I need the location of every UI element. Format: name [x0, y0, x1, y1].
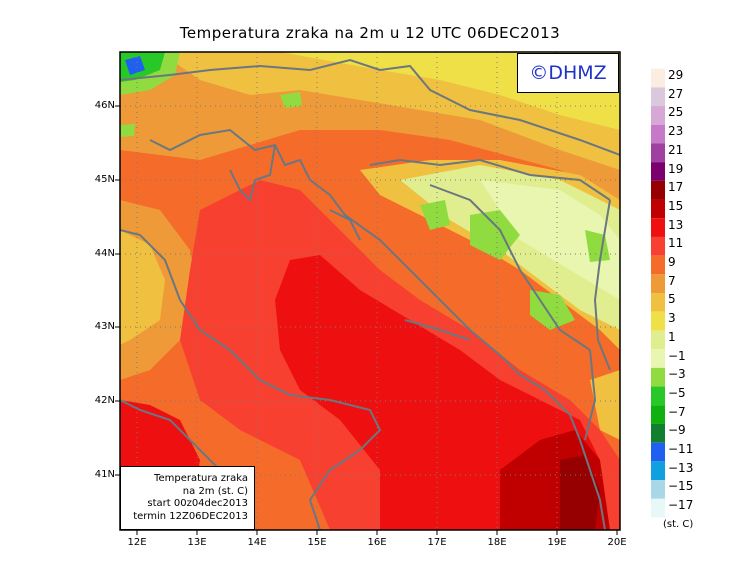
colorbar-label: −15	[668, 479, 694, 494]
dhmz-logo: ©DHMZ	[517, 53, 619, 93]
colorbar	[651, 68, 665, 518]
colorbar-swatch	[651, 68, 665, 88]
lat-label: 44N	[94, 248, 115, 259]
info-box: Temperatura zraka na 2m (st. C) start 00…	[120, 466, 255, 530]
info-line: Temperatura zraka	[154, 473, 248, 484]
graticule	[120, 52, 620, 530]
colorbar-label: 21	[668, 142, 684, 157]
lon-label: 14E	[247, 537, 267, 548]
lat-label: 45N	[94, 174, 115, 185]
axis-ticks	[115, 105, 618, 535]
lat-label: 43N	[94, 321, 115, 332]
colorbar-swatch	[651, 180, 665, 200]
colorbar-label: 3	[668, 311, 676, 326]
colorbar-label: 27	[668, 86, 684, 101]
lon-label: 16E	[367, 537, 387, 548]
colorbar-swatch	[651, 405, 665, 424]
colorbar-label: 1	[668, 329, 676, 344]
colorbar-swatch	[651, 311, 665, 331]
colorbar-label: 25	[668, 105, 684, 120]
colorbar-label: 29	[668, 68, 684, 82]
colorbar-swatch	[651, 461, 665, 481]
colorbar-label: −9	[668, 423, 686, 438]
lon-label: 19E	[547, 537, 567, 548]
temperature-field	[120, 52, 620, 530]
colorbar-label: 5	[668, 292, 676, 307]
colorbar-swatch	[651, 274, 665, 294]
colorbar-label: 9	[668, 255, 676, 269]
colorbar-label: 17	[668, 180, 684, 195]
colorbar-swatch	[651, 199, 665, 219]
lon-label: 20E	[607, 537, 627, 548]
colorbar-swatch	[651, 386, 665, 406]
colorbar-label: −17	[668, 498, 694, 513]
colorbar-swatch	[651, 480, 665, 499]
colorbar-swatch	[651, 255, 665, 275]
colorbar-label: −11	[668, 442, 694, 456]
colorbar-swatch	[651, 330, 665, 350]
lat-label: 41N	[94, 469, 115, 480]
colorbar-label: −7	[668, 404, 686, 419]
colorbar-label: 11	[668, 236, 684, 251]
colorbar-label: −1	[668, 348, 686, 363]
colorbar-label: −5	[668, 385, 686, 400]
info-line: termin 12Z06DEC2013	[133, 510, 248, 522]
colorbar-swatch	[651, 498, 665, 518]
colorbar-swatch	[651, 124, 665, 144]
info-line: na 2m (st. C)	[182, 485, 248, 497]
lon-label: 15E	[307, 537, 327, 548]
colorbar-label: −3	[668, 367, 686, 382]
info-line: start 00z04dec2013	[147, 498, 248, 509]
colorbar-swatch	[651, 87, 665, 107]
colorbar-label: 19	[668, 161, 684, 176]
lat-label: 42N	[94, 395, 115, 406]
lon-label: 13E	[187, 537, 207, 548]
lon-label: 18E	[487, 537, 507, 548]
colorbar-swatch	[651, 423, 665, 443]
colorbar-swatch	[651, 106, 665, 125]
colorbar-swatch	[651, 218, 665, 237]
colorbar-swatch	[651, 442, 665, 462]
colorbar-swatch	[651, 236, 665, 256]
colorbar-swatch	[651, 293, 665, 312]
colorbar-label: 13	[668, 217, 684, 232]
colorbar-swatch	[651, 162, 665, 181]
lon-label: 17E	[427, 537, 447, 548]
map-title: Temperatura zraka na 2m u 12 UTC 06DEC20…	[179, 24, 561, 42]
colorbar-swatch	[651, 349, 665, 368]
lat-label: 46N	[94, 100, 115, 111]
colorbar-label: 7	[668, 273, 676, 288]
map-frame	[119, 51, 621, 531]
colorbar-label: 15	[668, 198, 684, 213]
colorbar-label: −13	[668, 460, 694, 475]
colorbar-label: 23	[668, 124, 684, 139]
colorbar-swatch	[651, 143, 665, 163]
colorbar-unit: (st. C)	[663, 519, 694, 530]
colorbar-swatch	[651, 367, 665, 387]
lon-label: 12E	[127, 537, 147, 548]
